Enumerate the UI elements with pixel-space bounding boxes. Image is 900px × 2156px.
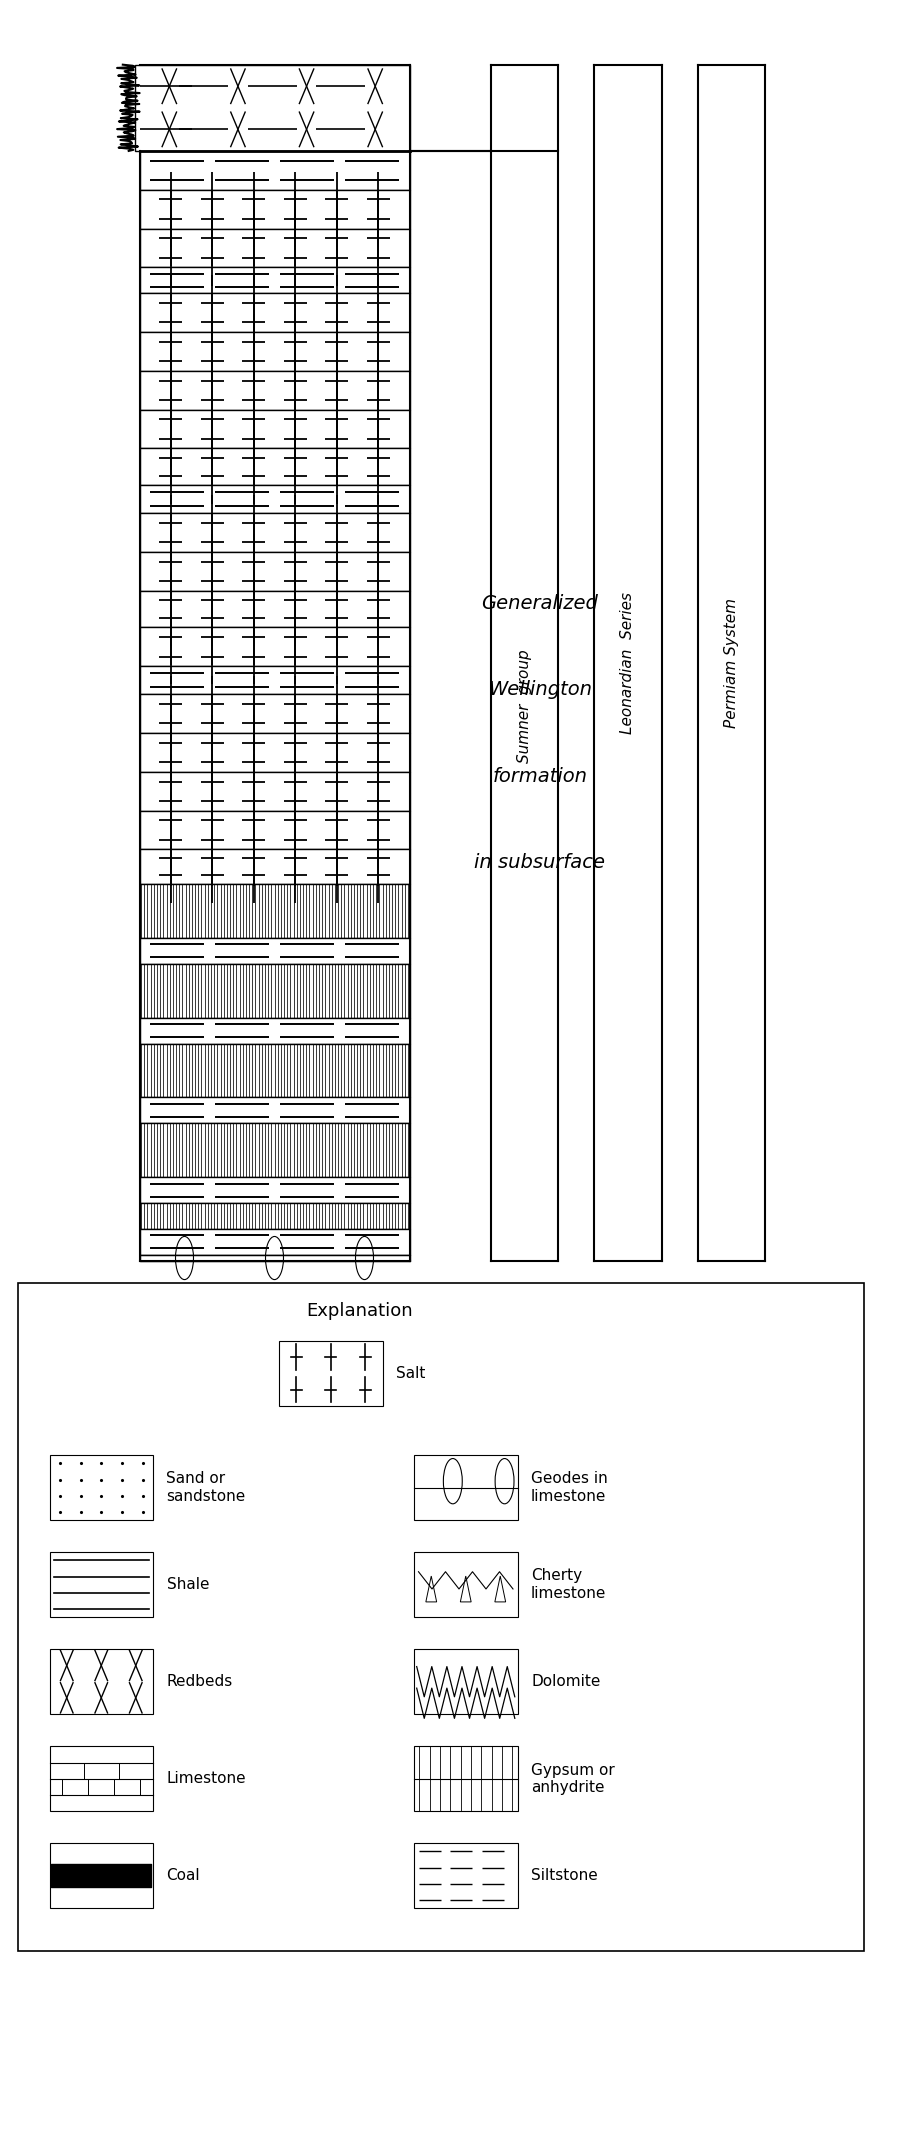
Bar <box>140 1203 410 1229</box>
Bar <box>140 694 410 733</box>
Bar <box>140 666 410 694</box>
Text: Shale: Shale <box>166 1578 209 1591</box>
Text: Geodes in
limestone: Geodes in limestone <box>531 1470 608 1505</box>
Text: Wellington: Wellington <box>488 681 592 699</box>
Bar <box>140 938 410 964</box>
Bar <box>140 1229 410 1255</box>
Bar <box>279 1341 382 1406</box>
Bar <box>414 1649 518 1714</box>
Bar <box>50 1746 153 1811</box>
Bar <box>50 1455 153 1520</box>
Bar <box>50 1649 153 1714</box>
Text: formation: formation <box>492 768 588 785</box>
Bar <box>18 1283 864 1951</box>
Bar <box>140 552 410 591</box>
Text: Sumner  group: Sumner group <box>517 649 532 763</box>
Bar <box>414 1843 518 1908</box>
Text: Coal: Coal <box>166 1869 200 1882</box>
Bar <box>50 1843 153 1908</box>
Bar <box>140 293 410 332</box>
Bar <box>414 1552 518 1617</box>
Bar <box>140 1177 410 1203</box>
Bar <box>140 1097 410 1123</box>
Bar <box>140 332 410 371</box>
Bar <box>140 267 410 293</box>
Bar <box>140 190 410 229</box>
Text: Permiam System: Permiam System <box>724 597 739 729</box>
Bar <box>140 1044 410 1097</box>
Bar <box>140 229 410 267</box>
Text: Leonardian  Series: Leonardian Series <box>620 593 635 733</box>
Bar <box>140 1018 410 1044</box>
Bar <box>140 1123 410 1177</box>
Bar <box>50 1552 153 1617</box>
Bar <box>140 1255 410 1261</box>
Bar <box>140 964 410 1018</box>
Bar <box>140 884 410 938</box>
Text: Dolomite: Dolomite <box>531 1675 600 1688</box>
Bar <box>140 591 410 627</box>
Bar <box>135 65 410 151</box>
Bar <box>140 733 410 772</box>
Bar <box>140 772 410 811</box>
Bar <box>140 371 410 410</box>
Text: Limestone: Limestone <box>166 1772 246 1785</box>
Text: Salt: Salt <box>396 1367 426 1380</box>
Bar <box>140 811 410 849</box>
Bar <box>414 1455 518 1520</box>
Bar <box>140 513 410 552</box>
Bar <box>414 1746 518 1811</box>
Text: Redbeds: Redbeds <box>166 1675 233 1688</box>
Bar <box>140 151 410 190</box>
Text: Explanation: Explanation <box>307 1302 413 1319</box>
Text: Cherty
limestone: Cherty limestone <box>531 1567 607 1602</box>
Bar <box>140 627 410 666</box>
Bar <box>140 485 410 513</box>
Bar <box>140 448 410 485</box>
Text: in subsurface: in subsurface <box>474 854 606 871</box>
Text: Sand or
sandstone: Sand or sandstone <box>166 1470 246 1505</box>
Text: Generalized: Generalized <box>482 595 598 612</box>
Text: Siltstone: Siltstone <box>531 1869 598 1882</box>
Bar <box>140 410 410 448</box>
Text: Gypsum or
anhydrite: Gypsum or anhydrite <box>531 1761 615 1796</box>
Bar <box>140 849 410 884</box>
